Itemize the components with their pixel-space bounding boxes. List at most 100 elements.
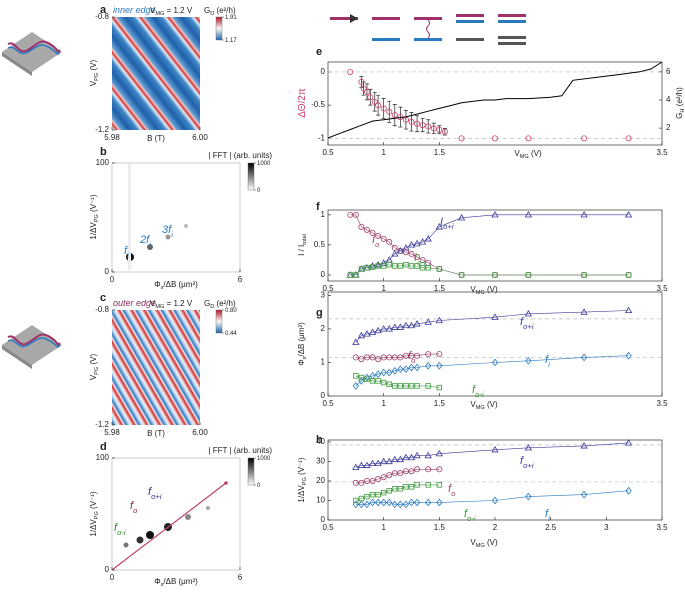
colorbar-tick-label: 1000 — [257, 161, 271, 167]
marker — [414, 263, 420, 269]
error-bar — [381, 98, 386, 119]
marker — [358, 500, 365, 509]
y2-tick-label: 2 — [666, 123, 671, 132]
marker — [435, 223, 444, 230]
marker — [391, 455, 399, 463]
marker — [402, 249, 409, 256]
marker — [380, 368, 387, 377]
marker — [425, 383, 431, 389]
series-label: fi — [545, 354, 550, 369]
colorbar-label: | FFT | (arb. units) — [208, 151, 272, 160]
marker — [391, 500, 398, 509]
marker — [358, 479, 365, 486]
y-tick-label: 1 — [321, 210, 326, 219]
marker — [379, 259, 388, 266]
y-tick-label: 0 — [105, 267, 110, 276]
marker — [414, 120, 421, 127]
x-tick-label: 1.5 — [434, 284, 446, 293]
error-bar — [392, 104, 397, 127]
marker — [418, 238, 427, 245]
marker — [385, 325, 393, 332]
marker — [419, 265, 426, 271]
error-bar — [376, 94, 381, 116]
x-tick-label: 0.5 — [322, 284, 334, 293]
colorbar-label: GD (e²/h) — [204, 299, 236, 310]
y2-axis-label: GH (e²/h) — [675, 87, 685, 119]
x-tick-label: 0 — [110, 275, 115, 284]
marker — [624, 306, 633, 314]
x-axis-label: B (T) — [147, 134, 165, 143]
marker — [397, 383, 404, 389]
x-tick-label: 2 — [493, 523, 498, 532]
y-axis-label: 1/ΔVPG (V⁻¹) — [89, 194, 100, 240]
y-tick-label: 1 — [321, 358, 326, 367]
y-tick-label: 30 — [316, 457, 325, 466]
marker — [360, 85, 367, 92]
marker — [397, 470, 404, 477]
marker — [375, 491, 381, 498]
panel-title: inner edge — [113, 5, 156, 15]
heatmap-image — [112, 310, 200, 425]
y-tick-label: -1 — [318, 133, 326, 142]
x-tick-label: 1 — [381, 523, 386, 532]
x-axis-label: B (T) — [147, 429, 165, 438]
marker — [391, 112, 398, 119]
marker — [435, 449, 444, 457]
marker — [424, 318, 432, 325]
y2-tick-label: 4 — [666, 95, 671, 104]
marker — [414, 466, 421, 473]
marker — [580, 442, 588, 449]
marker — [380, 379, 387, 386]
marker — [624, 439, 633, 446]
marker — [425, 482, 431, 488]
marker — [492, 272, 498, 278]
marker — [436, 384, 443, 391]
error-bar — [372, 92, 377, 112]
x-tick-label: 0.5 — [322, 399, 334, 408]
annotation: fi — [124, 245, 129, 260]
annotation: 2fi — [139, 234, 151, 249]
marker — [402, 321, 410, 329]
y-tick-label: 100 — [96, 453, 110, 462]
marker — [413, 320, 421, 327]
marker — [391, 250, 399, 257]
marker — [375, 102, 382, 109]
series-label: Io-i — [414, 252, 426, 267]
annotation: fo+i — [148, 486, 162, 501]
marker — [458, 135, 465, 142]
marker — [386, 381, 392, 387]
marker — [408, 250, 415, 257]
marker — [408, 263, 415, 269]
series-line — [355, 355, 629, 387]
marker — [374, 260, 382, 268]
marker — [403, 383, 409, 389]
marker — [397, 486, 404, 492]
y2-tick-label: 6 — [666, 67, 671, 76]
annotation: fo — [130, 500, 138, 515]
x-axis-label: Φs/ΔB (μm²) — [154, 280, 198, 291]
marker — [379, 457, 388, 465]
y-axis-label: ΔΘ/2π — [297, 88, 308, 118]
marker — [368, 328, 377, 335]
x-tick-label: 1 — [381, 399, 386, 408]
marker — [491, 358, 499, 367]
marker — [524, 211, 533, 218]
colorbar-tick-label: 0.80 — [225, 308, 237, 314]
y-tick-label: 20 — [316, 476, 325, 485]
colorbar — [247, 457, 255, 486]
y-tick-label: 0 — [321, 270, 326, 279]
marker — [581, 272, 587, 278]
x-axis-label: VMG (V) — [470, 400, 498, 411]
marker — [413, 451, 421, 459]
x-tick-label: 6 — [238, 275, 243, 284]
marker — [363, 500, 371, 509]
y-tick-label: 0 — [321, 515, 326, 524]
marker — [375, 356, 382, 363]
marker — [525, 356, 532, 365]
y-axis-label: VPG (V) — [89, 354, 100, 381]
series-line — [355, 484, 440, 501]
marker — [363, 88, 370, 95]
marker — [419, 122, 426, 129]
schematic-outer — [2, 325, 62, 369]
